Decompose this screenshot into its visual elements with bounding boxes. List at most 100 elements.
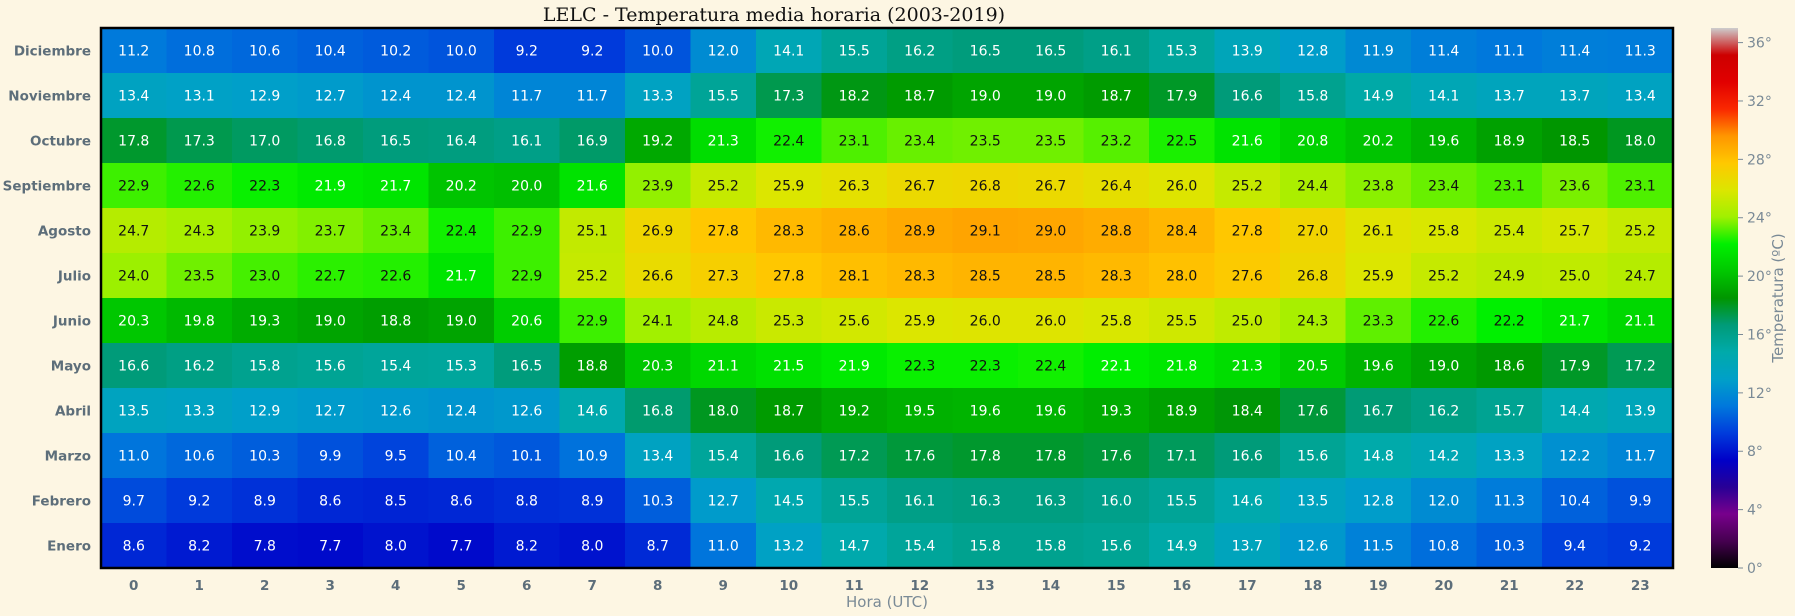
heatmap-cell [101, 73, 167, 119]
heatmap-cell [1214, 478, 1281, 524]
heatmap-cell [559, 118, 626, 164]
cell-value-label: 21.1 [708, 359, 739, 375]
cell-value-label: 22.3 [970, 359, 1001, 375]
heatmap-cell [690, 343, 757, 389]
cell-value-label: 19.0 [1428, 359, 1459, 375]
cell-value-label: 22.6 [184, 179, 215, 195]
cell-value-label: 21.9 [315, 179, 346, 195]
heatmap-cell [1018, 478, 1084, 524]
cell-value-label: 18.4 [1232, 404, 1263, 420]
heatmap-cell [232, 433, 298, 479]
heatmap-cell [494, 523, 560, 569]
cell-value-label: 16.4 [446, 134, 477, 150]
x-tick-label: 14 [1041, 578, 1060, 594]
cell-value-label: 14.1 [1428, 89, 1459, 105]
colorbar [1711, 28, 1738, 568]
cell-value-label: 12.9 [249, 89, 280, 105]
heatmap-cell [101, 28, 167, 74]
heatmap-cell [559, 343, 626, 389]
heatmap-cell [1280, 208, 1346, 254]
cell-value-label: 15.4 [380, 359, 411, 375]
cell-value-label: 11.3 [1494, 494, 1525, 510]
x-tick-label: 18 [1303, 578, 1322, 594]
cell-value-label: 21.7 [446, 269, 477, 285]
heatmap-cell [756, 118, 822, 164]
heatmap-cell [1083, 118, 1150, 164]
cell-value-label: 17.2 [1625, 359, 1656, 375]
heatmap-cell [494, 253, 560, 299]
cell-value-label: 17.8 [1035, 449, 1066, 465]
heatmap-cell [297, 298, 364, 344]
cell-value-label: 12.4 [446, 89, 477, 105]
cell-value-label: 21.7 [1559, 314, 1590, 330]
cell-value-label: 12.4 [446, 404, 477, 420]
heatmap-cell [1411, 118, 1477, 164]
cell-value-label: 14.1 [773, 44, 804, 60]
cell-value-label: 20.5 [1297, 359, 1328, 375]
cell-value-label: 15.4 [708, 449, 739, 465]
x-tick-label: 6 [522, 578, 531, 594]
cell-value-label: 20.6 [511, 314, 542, 330]
cell-value-label: 12.7 [315, 404, 346, 420]
cell-value-label: 12.7 [315, 89, 346, 105]
cell-value-label: 11.3 [1625, 44, 1656, 60]
heatmap-cell [1083, 523, 1150, 569]
cell-value-label: 17.6 [904, 449, 935, 465]
cell-value-label: 19.0 [446, 314, 477, 330]
cell-value-label: 25.5 [1166, 314, 1197, 330]
cell-value-label: 18.9 [1494, 134, 1525, 150]
heatmap-cell [1214, 433, 1281, 479]
heatmap-cell [1149, 388, 1215, 434]
heatmap-cell [1018, 73, 1084, 119]
cell-value-label: 13.4 [1625, 89, 1656, 105]
cell-value-label: 24.3 [1297, 314, 1328, 330]
cell-value-label: 26.7 [904, 179, 935, 195]
heatmap-cell [625, 73, 691, 119]
cell-value-label: 12.9 [249, 404, 280, 420]
cell-value-label: 25.8 [1428, 224, 1459, 240]
y-tick-label: Noviembre [8, 89, 91, 105]
heatmap-cell [1476, 388, 1543, 434]
cell-value-label: 23.9 [249, 224, 280, 240]
cell-value-label: 11.7 [1625, 449, 1656, 465]
heatmap-cell [1476, 28, 1543, 74]
heatmap-cell [363, 208, 429, 254]
cell-value-label: 26.0 [970, 314, 1001, 330]
x-axis-label: Hora (UTC) [846, 593, 928, 611]
cell-value-label: 10.4 [446, 449, 477, 465]
cell-value-label: 27.8 [708, 224, 739, 240]
heatmap-cell [1476, 478, 1543, 524]
heatmap-cell [428, 73, 495, 119]
cell-value-label: 23.9 [642, 179, 673, 195]
heatmap-cell [297, 433, 364, 479]
cell-value-label: 16.0 [1101, 494, 1132, 510]
heatmap-cell [1476, 343, 1543, 389]
x-tick-label: 20 [1434, 578, 1453, 594]
heatmap-cell [428, 118, 495, 164]
cell-value-label: 8.6 [450, 494, 472, 510]
x-tick-label: 13 [976, 578, 995, 594]
cell-value-label: 12.0 [708, 44, 739, 60]
heatmap-cell [166, 118, 233, 164]
heatmap-cell [821, 253, 888, 299]
heatmap-cell [821, 163, 888, 209]
heatmap-cell [166, 343, 233, 389]
heatmap-cell [232, 478, 298, 524]
cell-value-label: 15.6 [1297, 449, 1328, 465]
cell-value-label: 16.3 [1035, 494, 1066, 510]
cell-value-label: 16.9 [577, 134, 608, 150]
heatmap-cell [101, 388, 167, 434]
cell-value-label: 13.4 [118, 89, 149, 105]
y-tick-label: Octubre [30, 134, 91, 150]
heatmap-cell [1018, 253, 1084, 299]
cell-value-label: 20.8 [1297, 134, 1328, 150]
heatmap-cell [297, 388, 364, 434]
cell-value-label: 11.5 [1363, 539, 1394, 555]
heatmap-cell [1345, 208, 1412, 254]
heatmap-cell [1607, 28, 1674, 74]
cell-value-label: 22.9 [577, 314, 608, 330]
cell-value-label: 15.5 [708, 89, 739, 105]
cell-value-label: 23.8 [1363, 179, 1394, 195]
heatmap-cell [559, 163, 626, 209]
